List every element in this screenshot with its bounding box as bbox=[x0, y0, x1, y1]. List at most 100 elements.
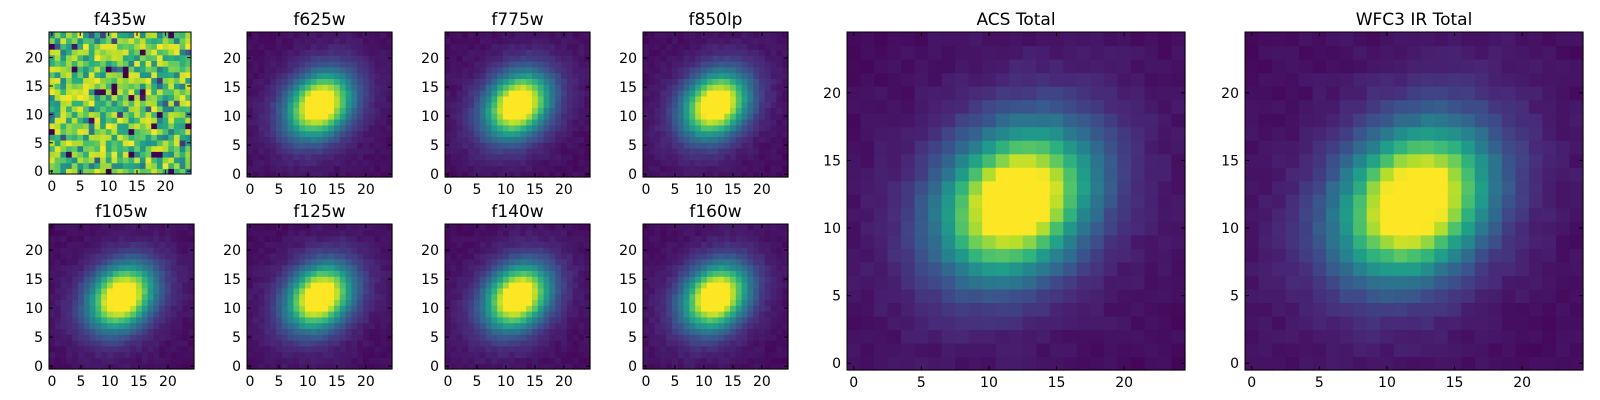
y-tick-label: 15 bbox=[619, 80, 637, 96]
heatmap-cell bbox=[456, 95, 463, 103]
heatmap-cell bbox=[759, 124, 766, 132]
heatmap-cell bbox=[316, 357, 323, 364]
heatmap-cell bbox=[345, 311, 352, 318]
heatmap-cell bbox=[683, 124, 690, 132]
heatmap-cell bbox=[293, 316, 300, 324]
heatmap-cell bbox=[730, 159, 737, 166]
heatmap-cell bbox=[60, 241, 67, 248]
heatmap-cells bbox=[247, 224, 393, 370]
heatmap-cell bbox=[683, 293, 690, 300]
heatmap-cell bbox=[654, 357, 661, 364]
heatmap-cell bbox=[712, 32, 719, 39]
heatmap-cell bbox=[537, 136, 545, 143]
heatmap-cell bbox=[258, 90, 265, 97]
heatmap-cell bbox=[128, 83, 135, 90]
heatmap-cell bbox=[584, 153, 591, 161]
heatmap-cell bbox=[572, 270, 579, 277]
heatmap-cell bbox=[60, 282, 67, 289]
heatmap-cell bbox=[357, 235, 364, 242]
heatmap-cell bbox=[88, 88, 96, 96]
heatmap-cell bbox=[543, 363, 550, 370]
heatmap-cell bbox=[561, 55, 568, 62]
heatmap-cell bbox=[730, 90, 737, 97]
heatmap-cell bbox=[316, 258, 323, 266]
heatmap-cell bbox=[648, 276, 656, 283]
heatmap-cell bbox=[345, 224, 352, 231]
heatmap-cell bbox=[141, 340, 149, 347]
heatmap-cell bbox=[724, 107, 731, 114]
heatmap-cell bbox=[310, 264, 318, 271]
heatmap-cell bbox=[101, 322, 108, 329]
heatmap-cell bbox=[654, 55, 661, 62]
heatmap-cell bbox=[503, 345, 510, 353]
heatmap-cell bbox=[776, 32, 783, 39]
heatmap-cell bbox=[153, 322, 160, 329]
heatmap-cell bbox=[270, 363, 277, 370]
heatmap-cell bbox=[368, 293, 376, 300]
heatmap-cell bbox=[566, 334, 574, 341]
heatmap-cell bbox=[281, 61, 289, 68]
heatmap-cell bbox=[689, 328, 696, 335]
heatmap-cell bbox=[485, 287, 492, 295]
heatmap-cell bbox=[270, 55, 277, 62]
heatmap-cell bbox=[299, 224, 306, 231]
heatmap-cell bbox=[462, 72, 469, 79]
heatmap-cell bbox=[643, 153, 650, 161]
axes-frame bbox=[246, 31, 393, 178]
heatmap-cell bbox=[537, 43, 545, 50]
heatmap-cell bbox=[520, 55, 527, 62]
y-tick-label: 0 bbox=[34, 359, 43, 375]
heatmap-cell bbox=[112, 282, 120, 289]
heatmap-cell bbox=[735, 49, 743, 56]
heatmap-cell bbox=[128, 66, 135, 73]
heatmap-cell bbox=[566, 258, 574, 266]
heatmap-cell bbox=[386, 95, 393, 103]
heatmap-cell bbox=[305, 241, 312, 248]
heatmap-cell bbox=[450, 270, 458, 277]
heatmap-cell bbox=[322, 258, 329, 266]
heatmap-cell bbox=[83, 299, 91, 306]
heatmap-cell bbox=[491, 148, 498, 155]
heatmap-cell bbox=[386, 328, 393, 335]
heatmap-cell bbox=[368, 345, 376, 353]
heatmap-cell bbox=[368, 351, 376, 358]
heatmap-cell bbox=[357, 37, 364, 45]
heatmap-cell bbox=[468, 270, 475, 277]
heatmap-cell bbox=[701, 159, 708, 166]
heatmap-cell bbox=[555, 311, 562, 318]
heatmap-cell bbox=[339, 61, 347, 68]
heatmap-cell bbox=[759, 148, 766, 155]
heatmap-cells bbox=[643, 224, 789, 370]
heatmap-cell bbox=[508, 334, 516, 341]
heatmap-cell bbox=[168, 151, 175, 158]
heatmap-cell bbox=[322, 95, 329, 103]
heatmap-cell bbox=[95, 305, 102, 312]
heatmap-cell bbox=[712, 43, 719, 50]
heatmap-cell bbox=[368, 37, 376, 45]
heatmap-cell bbox=[252, 270, 260, 277]
heatmap-cell bbox=[479, 101, 487, 108]
heatmap-cell bbox=[485, 363, 492, 370]
heatmap-cell bbox=[503, 311, 510, 318]
heatmap-cell bbox=[107, 276, 114, 283]
heatmap-cell bbox=[128, 111, 135, 118]
heatmap-cell bbox=[276, 55, 283, 62]
heatmap-cell bbox=[287, 113, 294, 120]
heatmap-cell bbox=[764, 340, 772, 347]
heatmap-cell bbox=[173, 111, 181, 118]
heatmap-cell bbox=[782, 66, 789, 74]
heatmap-cell bbox=[491, 136, 498, 143]
heatmap-cell bbox=[584, 101, 591, 108]
heatmap-cell bbox=[305, 334, 312, 341]
heatmap-cell bbox=[503, 119, 510, 126]
heatmap-cell bbox=[735, 148, 743, 155]
heatmap-cell bbox=[124, 270, 131, 277]
heatmap-cell bbox=[71, 134, 78, 141]
heatmap-cell bbox=[776, 55, 783, 62]
heatmap-cell bbox=[672, 148, 679, 155]
heatmap-cell bbox=[71, 117, 78, 124]
heatmap-cell bbox=[764, 119, 772, 126]
heatmap-cell bbox=[293, 334, 300, 341]
heatmap-cell bbox=[479, 148, 487, 155]
heatmap-cell bbox=[141, 258, 149, 266]
